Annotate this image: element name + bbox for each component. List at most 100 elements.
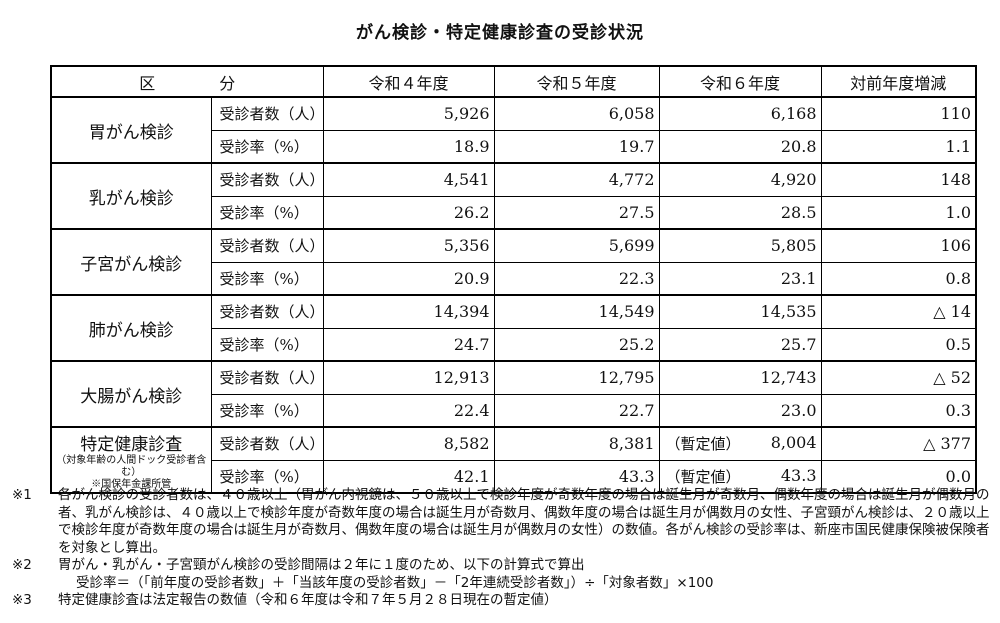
value-r6: 14,535 <box>760 302 817 322</box>
header-r5: 令和５年度 <box>493 65 660 98</box>
table-row: 受診率（%） 20.9 22.3 23.1 0.8 <box>51 261 977 296</box>
value-r5: 22.7 <box>493 393 660 428</box>
category-note: （対象年齢の人間ドック受診者含む） <box>56 454 207 478</box>
table-row: 特定健康診査 （対象年齢の人間ドック受診者含む） ※国保年金課所管 受診者数（人… <box>50 426 977 494</box>
category-name: 肺がん検診 <box>88 320 174 341</box>
note-text: 胃がん・乳がん・子宮頸がん検診の受診間隔は２年に１度のため、以下の計算式で算出 <box>58 557 585 573</box>
value-r6: 23.1 <box>780 268 817 288</box>
category-cell: 胃がん検診 <box>50 96 212 164</box>
category-name: 特定健康診査 <box>80 434 183 455</box>
header-r4: 令和４年度 <box>322 65 495 98</box>
item-label: 受診率（%） <box>210 195 324 230</box>
item-label: 受診者数（人） <box>210 426 325 461</box>
value-r6-cell: 23.0 <box>658 393 822 428</box>
value-r6-cell: 14,535 <box>658 294 822 329</box>
note-text: 特定健康診査は法定報告の数値（令和６年度は令和７年５月２８日現在の暫定値） <box>58 592 558 608</box>
value-r4: 4,541 <box>322 162 495 197</box>
value-r5: 22.3 <box>493 261 660 296</box>
note-2: ※2 胃がん・乳がん・子宮頸がん検診の受診間隔は２年に１度のため、以下の計算式で算… <box>12 557 997 575</box>
table-row: 受診率（%） 18.9 19.7 20.8 1.1 <box>51 129 977 164</box>
table-row: 胃がん検診 受診者数（人） 5,926 6,058 6,168 110 <box>50 96 977 164</box>
value-r5: 43.3 <box>493 459 660 494</box>
note-mark: ※3 <box>12 592 32 608</box>
value-r6-cell: 6,168 <box>658 96 822 131</box>
item-label: 受診率（%） <box>210 393 324 428</box>
table-row: 受診率（%） 22.4 22.7 23.0 0.3 <box>51 393 977 428</box>
table-row: 肺がん検診 受診者数（人） 14,394 14,549 14,535 △ 14 <box>50 294 977 362</box>
item-label: 受診率（%） <box>210 129 324 164</box>
table-row: 子宮がん検診 受診者数（人） 5,356 5,699 5,805 106 <box>50 228 977 296</box>
value-r5: 4,772 <box>493 162 660 197</box>
value-r6: 43.3 <box>780 465 817 485</box>
value-r5: 8,381 <box>493 426 660 461</box>
category-cell: 子宮がん検診 <box>50 228 212 296</box>
note-text: 各がん検診の受診者数は、４０歳以上（胃がん内視鏡は、５０歳以上で検診年度が奇数年… <box>58 487 990 556</box>
provisional-label: （暫定値） <box>665 435 741 454</box>
value-diff: △ 52 <box>820 360 977 395</box>
item-label: 受診者数（人） <box>210 96 325 131</box>
value-r5: 6,058 <box>493 96 660 131</box>
note-mark: ※1 <box>12 487 32 503</box>
item-label: 受診率（%） <box>210 327 324 362</box>
screening-table: 区 分 令和４年度 令和５年度 令和６年度 対前年度増減 胃がん検診 受診者数（… <box>50 65 977 494</box>
value-diff: 106 <box>820 228 977 263</box>
table-row: 受診率（%） 24.7 25.2 25.7 0.5 <box>51 327 977 362</box>
value-r4: 22.4 <box>322 393 495 428</box>
category-name: 大腸がん検診 <box>80 386 183 407</box>
table-row: 受診率（%） 42.1 43.3 （暫定値） 43.3 0.0 <box>51 459 977 494</box>
value-r6-cell: （暫定値） 8,004 <box>658 426 822 461</box>
item-label: 受診者数（人） <box>210 360 325 395</box>
table-row: 受診率（%） 26.2 27.5 28.5 1.0 <box>51 195 977 230</box>
header-category: 区 分 <box>50 65 324 98</box>
value-r4: 42.1 <box>322 459 495 494</box>
item-label: 受診率（%） <box>210 261 324 296</box>
category-name: 胃がん検診 <box>88 122 174 143</box>
value-r6: 4,920 <box>770 170 817 190</box>
formula: 受診率＝（「前年度の受診者数」＋「当該年度の受診者数」－「2年連続受診者数」）÷… <box>76 574 714 591</box>
value-r6: 8,004 <box>770 433 817 453</box>
value-diff: 0.8 <box>820 261 977 296</box>
category-cell: 肺がん検診 <box>50 294 212 362</box>
category-name: 子宮がん検診 <box>80 254 183 275</box>
value-diff: 0.3 <box>820 393 977 428</box>
footnotes: ※1 各がん検診の受診者数は、４０歳以上（胃がん内視鏡は、５０歳以上で検診年度が奇… <box>12 487 997 610</box>
value-diff: 1.0 <box>820 195 977 230</box>
value-r6-cell: 23.1 <box>658 261 822 296</box>
note-3: ※3 特定健康診査は法定報告の数値（令和６年度は令和７年５月２８日現在の暫定値） <box>12 592 997 610</box>
value-r5: 14,549 <box>493 294 660 329</box>
value-diff: 1.1 <box>820 129 977 164</box>
value-r5: 27.5 <box>493 195 660 230</box>
value-r4: 12,913 <box>322 360 495 395</box>
value-r4: 14,394 <box>322 294 495 329</box>
value-r6-cell: 28.5 <box>658 195 822 230</box>
value-r6: 6,168 <box>770 104 817 124</box>
value-r5: 12,795 <box>493 360 660 395</box>
category-note: ※国保年金課所管 <box>91 478 172 490</box>
header-diff: 対前年度増減 <box>820 65 977 98</box>
category-cell: 大腸がん検診 <box>50 360 212 428</box>
item-label: 受診者数（人） <box>210 162 325 197</box>
value-r6: 23.0 <box>780 400 817 420</box>
value-r6: 12,743 <box>760 368 817 388</box>
value-r4: 5,356 <box>322 228 495 263</box>
value-r6-cell: 12,743 <box>658 360 822 395</box>
value-r6: 20.8 <box>780 136 817 156</box>
value-diff: △ 14 <box>820 294 977 329</box>
category-cell: 乳がん検診 <box>50 162 212 230</box>
table-row: 大腸がん検診 受診者数（人） 12,913 12,795 12,743 △ 52 <box>50 360 977 428</box>
value-diff: △ 377 <box>820 426 977 461</box>
header-row: 区 分 令和４年度 令和５年度 令和６年度 対前年度増減 <box>50 65 977 98</box>
value-r5: 19.7 <box>493 129 660 164</box>
table-row: 乳がん検診 受診者数（人） 4,541 4,772 4,920 148 <box>50 162 977 230</box>
value-r4: 18.9 <box>322 129 495 164</box>
value-r6-cell: 4,920 <box>658 162 822 197</box>
category-cell: 特定健康診査 （対象年齢の人間ドック受診者含む） ※国保年金課所管 <box>50 426 212 494</box>
item-label: 受診者数（人） <box>210 228 325 263</box>
value-diff: 148 <box>820 162 977 197</box>
value-r4: 5,926 <box>322 96 495 131</box>
note-1: ※1 各がん検診の受診者数は、４０歳以上（胃がん内視鏡は、５０歳以上で検診年度が奇… <box>12 487 997 557</box>
provisional-label: （暫定値） <box>665 467 741 486</box>
header-r6: 令和６年度 <box>658 65 822 98</box>
value-r4: 24.7 <box>322 327 495 362</box>
value-r6: 25.7 <box>780 334 817 354</box>
